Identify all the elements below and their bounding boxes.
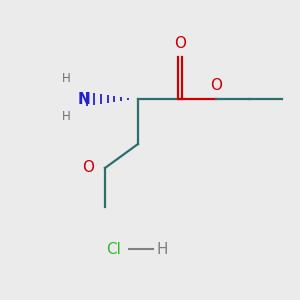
- Text: N: N: [78, 92, 90, 106]
- Text: Cl: Cl: [106, 242, 122, 256]
- Text: H: H: [61, 110, 70, 124]
- Text: O: O: [82, 160, 94, 175]
- Text: O: O: [210, 78, 222, 93]
- Text: H: H: [156, 242, 168, 256]
- Text: H: H: [61, 71, 70, 85]
- Text: O: O: [174, 36, 186, 51]
